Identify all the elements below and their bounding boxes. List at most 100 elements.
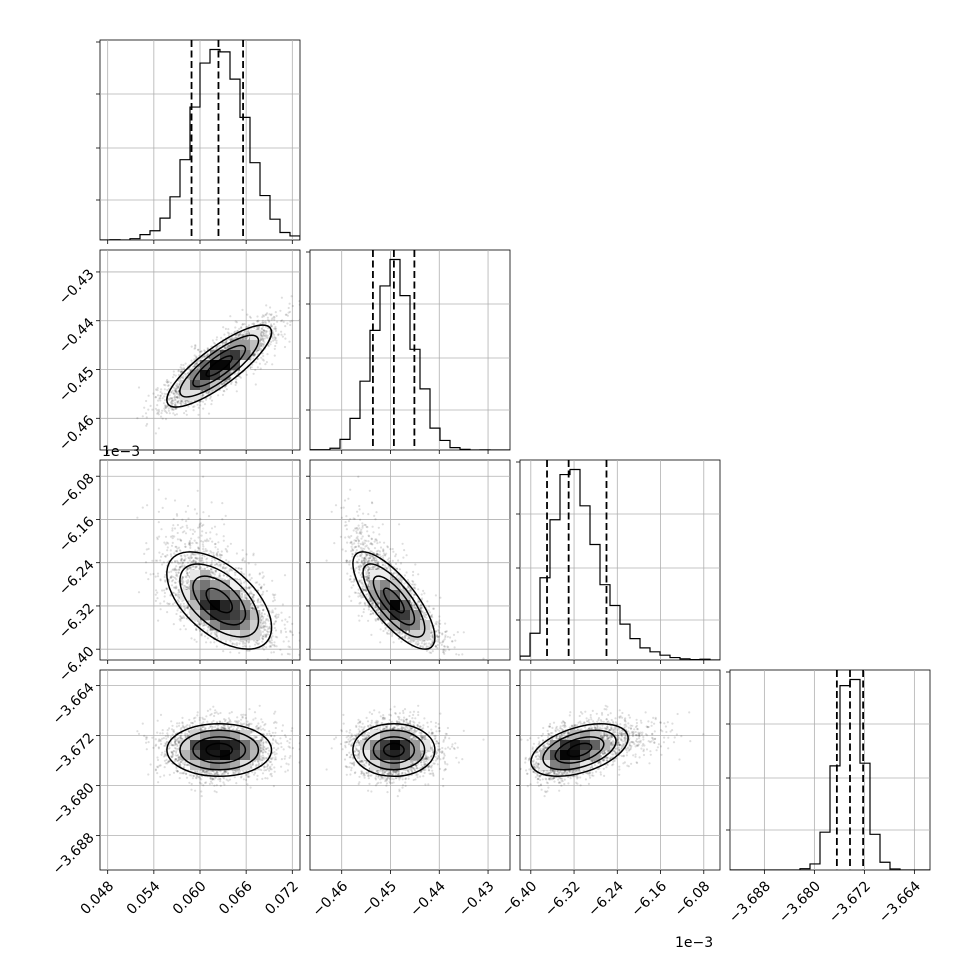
scatter-point xyxy=(193,363,196,366)
scatter-point xyxy=(179,401,182,404)
scatter-point xyxy=(163,407,166,410)
scatter-point xyxy=(166,381,169,384)
scatter-point xyxy=(193,358,196,361)
scatter-point xyxy=(270,637,273,640)
panel-1-0: −0.46−0.45−0.44−0.43 xyxy=(56,249,301,454)
scatter-point xyxy=(272,323,276,326)
scatter-point xyxy=(154,407,157,410)
scatter-point xyxy=(266,318,269,322)
scatter-point xyxy=(283,333,286,336)
scatter-point xyxy=(172,586,176,589)
scatter-point xyxy=(170,403,173,406)
scatter-point xyxy=(154,575,157,578)
scatter-point xyxy=(178,597,181,600)
panel-0-0 xyxy=(96,39,301,244)
scatter-point xyxy=(188,376,191,379)
scatter-point xyxy=(170,391,173,394)
scatter-point xyxy=(179,370,182,373)
scatter-point xyxy=(266,618,269,621)
scatter-point xyxy=(183,559,186,562)
scatter-point xyxy=(284,325,287,328)
scatter-point xyxy=(224,379,227,382)
scatter-point xyxy=(261,315,264,319)
scatter-point xyxy=(193,405,196,408)
scatter-point xyxy=(244,337,247,340)
scatter-point xyxy=(165,405,168,408)
scatter-point xyxy=(177,386,180,389)
scatter-point xyxy=(168,394,171,397)
scatter-point xyxy=(252,554,255,557)
scatter-point xyxy=(222,383,225,386)
scatter-point xyxy=(166,554,169,557)
scatter-point xyxy=(191,552,194,555)
scatter-point xyxy=(223,347,227,350)
scatter-point xyxy=(202,393,205,396)
scatter-point xyxy=(205,558,208,561)
scatter-point xyxy=(269,314,273,317)
scatter-point xyxy=(262,608,265,611)
scatter-point xyxy=(210,501,213,504)
scatter-point xyxy=(202,475,205,478)
scatter-point xyxy=(177,379,180,382)
scatter-point xyxy=(170,400,174,403)
density-cell xyxy=(210,360,221,371)
scatter-point xyxy=(175,573,179,576)
scatter-point xyxy=(244,596,247,600)
scatter-point xyxy=(182,364,185,367)
scatter-point xyxy=(179,617,182,620)
scatter-point xyxy=(288,302,291,305)
scatter-point xyxy=(234,334,238,337)
scatter-point xyxy=(145,416,148,419)
scatter-point xyxy=(156,404,159,407)
scatter-point xyxy=(223,385,227,389)
scatter-point xyxy=(276,320,279,323)
scatter-point xyxy=(221,566,225,569)
scatter-point xyxy=(160,460,162,461)
scatter-point xyxy=(258,362,261,365)
scatter-point xyxy=(291,304,294,308)
scatter-point xyxy=(180,539,183,542)
scatter-point xyxy=(186,526,189,529)
scatter-point xyxy=(217,564,220,567)
scatter-point xyxy=(163,392,166,395)
scatter-point xyxy=(156,572,160,575)
scatter-point xyxy=(156,597,159,600)
scatter-point xyxy=(225,380,228,383)
histogram-1 xyxy=(310,258,510,450)
scatter-point xyxy=(274,327,277,330)
scatter-point xyxy=(262,345,265,348)
scatter-point xyxy=(225,344,229,347)
scatter-point xyxy=(161,409,164,412)
scatter-point xyxy=(171,402,174,405)
scatter-point xyxy=(273,626,276,630)
scatter-point xyxy=(198,523,201,526)
scatter-point xyxy=(223,341,226,344)
scatter-point xyxy=(201,524,204,528)
scatter-point xyxy=(170,399,174,402)
scatter-point xyxy=(167,407,170,410)
scatter-point xyxy=(271,643,274,647)
scatter-point xyxy=(177,568,181,571)
scatter-point xyxy=(173,396,177,399)
density-cell xyxy=(200,370,211,381)
scatter-point xyxy=(175,571,178,574)
scatter-point xyxy=(186,568,189,571)
scatter-point xyxy=(176,402,179,405)
scatter-point xyxy=(274,620,277,623)
scatter-point xyxy=(266,630,269,633)
scatter-point xyxy=(275,341,278,345)
scatter-point xyxy=(274,311,277,314)
scatter-point xyxy=(196,368,199,371)
scatter-point xyxy=(171,402,174,405)
scatter-point xyxy=(220,554,223,557)
scatter-point xyxy=(264,634,267,637)
scatter-point xyxy=(198,524,201,527)
scatter-point xyxy=(222,326,225,329)
scatter-point xyxy=(206,549,209,552)
scatter-point xyxy=(157,413,160,416)
scatter-point xyxy=(259,586,262,589)
panel-content xyxy=(100,40,300,240)
scatter-point xyxy=(240,589,243,593)
scatter-point xyxy=(207,390,210,393)
scatter-point xyxy=(262,354,265,358)
